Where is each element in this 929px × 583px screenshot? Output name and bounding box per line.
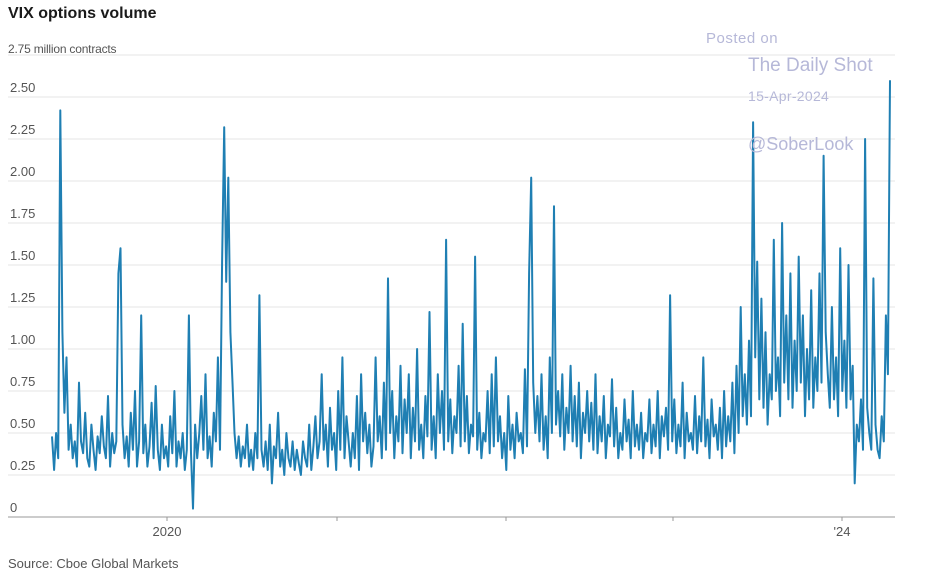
y-axis-unit-label: 2.75 million contracts: [8, 42, 117, 56]
y-tick-label: 1.75: [10, 206, 36, 221]
y-tick-label: 1.00: [10, 332, 36, 347]
y-tick-label: 2.25: [10, 122, 36, 137]
source-note: Source: Cboe Global Markets: [8, 556, 179, 571]
y-tick-label: 2.00: [10, 164, 36, 179]
x-tick-label: '24: [833, 524, 851, 539]
watermark-daily-shot: The Daily Shot: [748, 55, 873, 76]
y-tick-label: 0: [10, 500, 18, 515]
y-tick-label: 0.25: [10, 458, 36, 473]
watermark-posted-on: Posted on: [706, 30, 779, 47]
watermark-handle: @SoberLook: [748, 134, 854, 154]
chart-title: VIX options volume: [8, 5, 157, 22]
y-tick-label: 0.75: [10, 374, 36, 389]
y-tick-label: 2.50: [10, 80, 36, 95]
y-tick-label: 1.25: [10, 290, 36, 305]
y-tick-label: 0.50: [10, 416, 36, 431]
x-tick-label: 2020: [152, 524, 182, 539]
series-line: [51, 80, 891, 510]
y-tick-label: 1.50: [10, 248, 36, 263]
watermark-date: 15-Apr-2024: [748, 88, 830, 104]
